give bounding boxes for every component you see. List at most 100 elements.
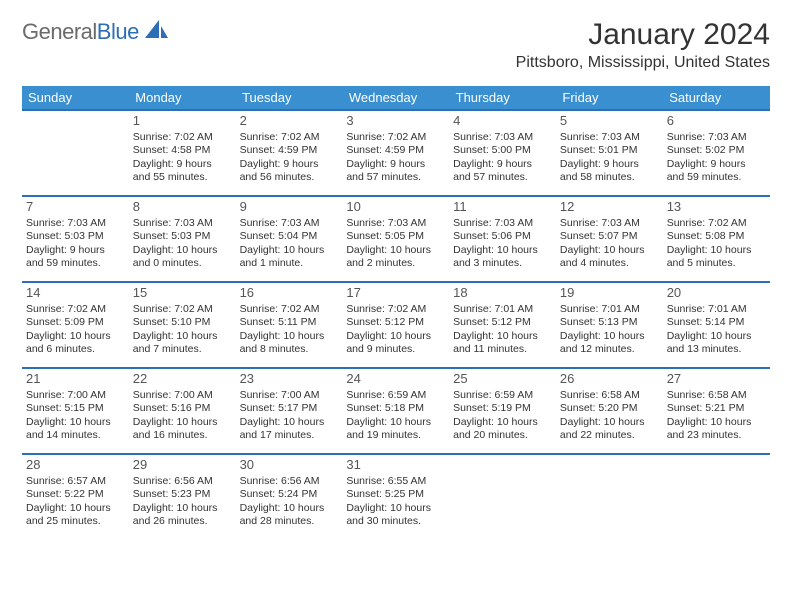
daylight-line: Daylight: 10 hours and 2 minutes. (346, 244, 445, 271)
sunset-line: Sunset: 5:09 PM (26, 316, 125, 329)
daylight-line: Daylight: 10 hours and 17 minutes. (240, 416, 339, 443)
day-cell: 2Sunrise: 7:02 AMSunset: 4:59 PMDaylight… (236, 110, 343, 196)
sunset-line: Sunset: 4:58 PM (133, 144, 232, 157)
day-header: Sunday (22, 86, 129, 110)
day-number: 25 (453, 371, 552, 388)
day-number: 11 (453, 199, 552, 216)
day-number: 2 (240, 113, 339, 130)
day-cell: 4Sunrise: 7:03 AMSunset: 5:00 PMDaylight… (449, 110, 556, 196)
day-number: 7 (26, 199, 125, 216)
day-number: 10 (346, 199, 445, 216)
day-header: Thursday (449, 86, 556, 110)
day-cell: 16Sunrise: 7:02 AMSunset: 5:11 PMDayligh… (236, 282, 343, 368)
daylight-line: Daylight: 10 hours and 9 minutes. (346, 330, 445, 357)
daylight-line: Daylight: 10 hours and 16 minutes. (133, 416, 232, 443)
sunset-line: Sunset: 5:25 PM (346, 488, 445, 501)
daylight-line: Daylight: 10 hours and 19 minutes. (346, 416, 445, 443)
sunset-line: Sunset: 5:11 PM (240, 316, 339, 329)
daylight-line: Daylight: 10 hours and 14 minutes. (26, 416, 125, 443)
sunrise-line: Sunrise: 7:03 AM (346, 217, 445, 230)
sunset-line: Sunset: 4:59 PM (346, 144, 445, 157)
location-label: Pittsboro, Mississippi, United States (516, 54, 770, 72)
sunset-line: Sunset: 5:14 PM (667, 316, 766, 329)
day-number: 16 (240, 285, 339, 302)
day-cell: 12Sunrise: 7:03 AMSunset: 5:07 PMDayligh… (556, 196, 663, 282)
logo-sail-icon (143, 18, 169, 45)
day-number: 4 (453, 113, 552, 130)
day-number: 5 (560, 113, 659, 130)
day-number: 29 (133, 457, 232, 474)
daylight-line: Daylight: 10 hours and 11 minutes. (453, 330, 552, 357)
sunrise-line: Sunrise: 7:00 AM (133, 389, 232, 402)
week-row: 1Sunrise: 7:02 AMSunset: 4:58 PMDaylight… (22, 110, 770, 196)
sunset-line: Sunset: 4:59 PM (240, 144, 339, 157)
day-cell: 3Sunrise: 7:02 AMSunset: 4:59 PMDaylight… (342, 110, 449, 196)
sunset-line: Sunset: 5:07 PM (560, 230, 659, 243)
day-number: 27 (667, 371, 766, 388)
week-row: 21Sunrise: 7:00 AMSunset: 5:15 PMDayligh… (22, 368, 770, 454)
sunrise-line: Sunrise: 6:57 AM (26, 475, 125, 488)
daylight-line: Daylight: 10 hours and 28 minutes. (240, 502, 339, 529)
day-number: 22 (133, 371, 232, 388)
sunset-line: Sunset: 5:12 PM (346, 316, 445, 329)
daylight-line: Daylight: 9 hours and 59 minutes. (667, 158, 766, 185)
sunset-line: Sunset: 5:24 PM (240, 488, 339, 501)
day-cell: 7Sunrise: 7:03 AMSunset: 5:03 PMDaylight… (22, 196, 129, 282)
sunset-line: Sunset: 5:10 PM (133, 316, 232, 329)
sunrise-line: Sunrise: 7:02 AM (346, 131, 445, 144)
day-header: Monday (129, 86, 236, 110)
sunset-line: Sunset: 5:08 PM (667, 230, 766, 243)
day-cell: 31Sunrise: 6:55 AMSunset: 5:25 PMDayligh… (342, 454, 449, 540)
daylight-line: Daylight: 10 hours and 3 minutes. (453, 244, 552, 271)
day-header: Saturday (663, 86, 770, 110)
day-cell: 1Sunrise: 7:02 AMSunset: 4:58 PMDaylight… (129, 110, 236, 196)
sunset-line: Sunset: 5:15 PM (26, 402, 125, 415)
day-cell: 20Sunrise: 7:01 AMSunset: 5:14 PMDayligh… (663, 282, 770, 368)
sunset-line: Sunset: 5:06 PM (453, 230, 552, 243)
title-block: January 2024 Pittsboro, Mississippi, Uni… (516, 18, 770, 80)
sunset-line: Sunset: 5:05 PM (346, 230, 445, 243)
sunset-line: Sunset: 5:22 PM (26, 488, 125, 501)
day-cell: 15Sunrise: 7:02 AMSunset: 5:10 PMDayligh… (129, 282, 236, 368)
day-cell: 28Sunrise: 6:57 AMSunset: 5:22 PMDayligh… (22, 454, 129, 540)
day-cell: 26Sunrise: 6:58 AMSunset: 5:20 PMDayligh… (556, 368, 663, 454)
sunrise-line: Sunrise: 7:01 AM (667, 303, 766, 316)
day-cell (449, 454, 556, 540)
daylight-line: Daylight: 9 hours and 55 minutes. (133, 158, 232, 185)
sunrise-line: Sunrise: 7:03 AM (26, 217, 125, 230)
daylight-line: Daylight: 9 hours and 59 minutes. (26, 244, 125, 271)
day-cell: 10Sunrise: 7:03 AMSunset: 5:05 PMDayligh… (342, 196, 449, 282)
sunset-line: Sunset: 5:18 PM (346, 402, 445, 415)
day-cell: 6Sunrise: 7:03 AMSunset: 5:02 PMDaylight… (663, 110, 770, 196)
sunrise-line: Sunrise: 7:02 AM (240, 131, 339, 144)
day-number: 31 (346, 457, 445, 474)
daylight-line: Daylight: 10 hours and 26 minutes. (133, 502, 232, 529)
sunrise-line: Sunrise: 7:02 AM (26, 303, 125, 316)
sunset-line: Sunset: 5:17 PM (240, 402, 339, 415)
week-row: 7Sunrise: 7:03 AMSunset: 5:03 PMDaylight… (22, 196, 770, 282)
daylight-line: Daylight: 9 hours and 57 minutes. (346, 158, 445, 185)
sunrise-line: Sunrise: 6:56 AM (240, 475, 339, 488)
sunrise-line: Sunrise: 7:01 AM (560, 303, 659, 316)
sunrise-line: Sunrise: 7:02 AM (346, 303, 445, 316)
daylight-line: Daylight: 10 hours and 1 minute. (240, 244, 339, 271)
day-header-row: SundayMondayTuesdayWednesdayThursdayFrid… (22, 86, 770, 110)
day-header: Wednesday (342, 86, 449, 110)
day-number: 23 (240, 371, 339, 388)
day-number: 13 (667, 199, 766, 216)
sunrise-line: Sunrise: 7:01 AM (453, 303, 552, 316)
day-cell: 8Sunrise: 7:03 AMSunset: 5:03 PMDaylight… (129, 196, 236, 282)
day-number: 1 (133, 113, 232, 130)
day-number: 30 (240, 457, 339, 474)
day-cell: 18Sunrise: 7:01 AMSunset: 5:12 PMDayligh… (449, 282, 556, 368)
day-cell: 9Sunrise: 7:03 AMSunset: 5:04 PMDaylight… (236, 196, 343, 282)
day-number: 3 (346, 113, 445, 130)
day-number: 18 (453, 285, 552, 302)
sunset-line: Sunset: 5:21 PM (667, 402, 766, 415)
sunrise-line: Sunrise: 7:03 AM (667, 131, 766, 144)
day-cell (22, 110, 129, 196)
day-number: 19 (560, 285, 659, 302)
day-number: 17 (346, 285, 445, 302)
daylight-line: Daylight: 10 hours and 5 minutes. (667, 244, 766, 271)
daylight-line: Daylight: 10 hours and 20 minutes. (453, 416, 552, 443)
